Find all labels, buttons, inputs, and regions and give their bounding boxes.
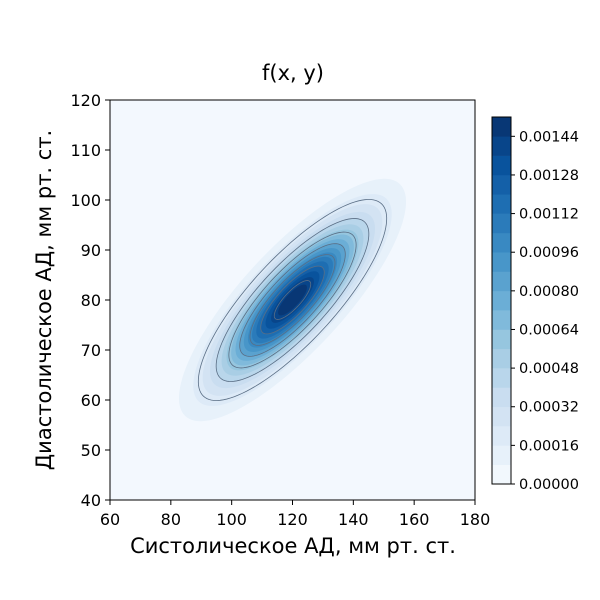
- y-tick-label: 100: [70, 191, 101, 210]
- y-axis-label: Диастолическое АД, мм рт. ст.: [32, 130, 56, 470]
- colorbar-segment: [492, 329, 511, 350]
- colorbar-segment: [492, 368, 511, 388]
- y-tick-label: 120: [70, 91, 101, 110]
- colorbar-segment: [492, 271, 511, 292]
- x-tick-label: 160: [399, 510, 430, 529]
- x-tick-label: 60: [100, 510, 120, 529]
- contour-line: [215, 218, 370, 382]
- x-axis-ticks: 60 80 100 120 140 160 180: [100, 500, 490, 529]
- y-tick-label: 60: [81, 391, 101, 410]
- colorbar-segment: [492, 445, 511, 465]
- colorbar-segment: [492, 213, 511, 234]
- colorbar-tick-label: 0.00112: [519, 207, 579, 223]
- colorbar-segment: [492, 174, 511, 195]
- colorbar-segment: [492, 232, 511, 253]
- colorbar: [491, 116, 512, 485]
- colorbar-tick-label: 0.00144: [519, 129, 579, 145]
- colorbar-tick-label: 0.00080: [519, 284, 579, 300]
- colorbar-segment: [492, 464, 511, 485]
- y-tick-label: 90: [81, 241, 101, 260]
- colorbar-frame: [491, 116, 512, 485]
- x-tick-label: 120: [277, 510, 308, 529]
- colorbar-tick-label: 0.00096: [519, 245, 579, 261]
- y-tick-label: 110: [70, 141, 101, 160]
- colorbar-tick-label: 0.00032: [519, 400, 579, 416]
- x-tick-label: 80: [161, 510, 181, 529]
- colorbar-segment: [492, 406, 511, 427]
- contour-line: [197, 199, 388, 401]
- colorbar-tick-label: 0.00016: [519, 438, 579, 454]
- contour-line: [228, 231, 357, 369]
- colorbar-ticks: 0.00000 0.00016 0.00032 0.00048 0.00064 0.000…: [511, 129, 579, 493]
- colorbar-segment: [492, 310, 511, 330]
- contour-band: [278, 284, 307, 316]
- colorbar-segment: [492, 290, 511, 311]
- contour-fills: [178, 178, 407, 422]
- y-axis-ticks: 40 50 60 70 80 90 100 110 120: [70, 91, 110, 510]
- colorbar-segment: [492, 136, 511, 156]
- colorbar-segment: [492, 155, 511, 176]
- x-tick-label: 100: [216, 510, 247, 529]
- y-tick-label: 50: [81, 441, 101, 460]
- contour-line: [249, 254, 336, 346]
- colorbar-tick-label: 0.00128: [519, 168, 579, 184]
- colorbar-segment: [492, 117, 511, 137]
- colorbar-tick-label: 0.00048: [519, 361, 579, 377]
- y-tick-label: 80: [81, 291, 101, 310]
- colorbar-segment: [492, 426, 511, 446]
- colorbar-tick-label: 0.00000: [519, 477, 579, 493]
- chart-title: f(x, y): [262, 61, 324, 85]
- contour-lines: [197, 199, 388, 401]
- y-tick-label: 70: [81, 341, 101, 360]
- x-tick-label: 140: [338, 510, 369, 529]
- contour-line: [260, 265, 325, 335]
- colorbar-tick-label: 0.00064: [519, 322, 579, 338]
- colorbar-segment: [492, 194, 511, 214]
- contour-line: [273, 280, 312, 320]
- colorbar-segment: [492, 252, 511, 272]
- y-tick-label: 40: [81, 491, 101, 510]
- x-axis-label: Систолическое АД, мм рт. ст.: [130, 534, 456, 558]
- x-tick-label: 180: [460, 510, 491, 529]
- contour-line: [239, 243, 346, 357]
- colorbar-segment: [492, 387, 511, 408]
- colorbar-segment: [492, 348, 511, 369]
